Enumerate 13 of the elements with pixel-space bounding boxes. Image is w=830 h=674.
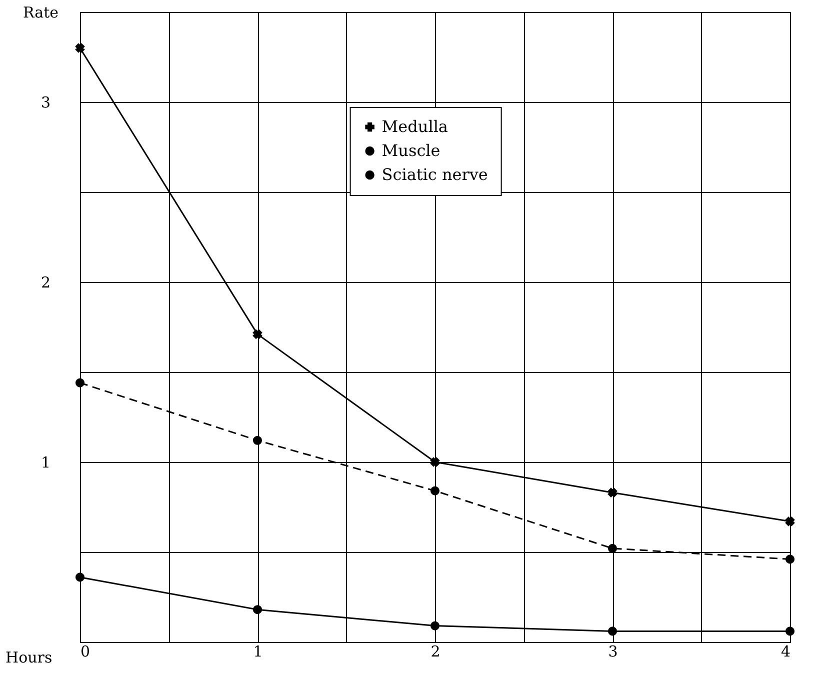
legend-label: Sciatic nerve	[382, 165, 488, 184]
y-axis-title: Rate	[23, 4, 59, 22]
x-axis-title: Hours	[6, 648, 52, 666]
x-tick-label: 2	[430, 642, 440, 660]
x-tick-label: 4	[780, 642, 790, 660]
x-tick-label: 0	[80, 642, 90, 660]
y-tick-label: 3	[40, 94, 50, 112]
y-tick-label: 1	[40, 454, 50, 472]
legend-label: Medulla	[382, 117, 448, 136]
x-tick-label: 1	[253, 642, 263, 660]
y-tick-label: 2	[40, 274, 50, 292]
legend-label: Muscle	[382, 141, 440, 160]
x-tick-label: 3	[608, 642, 618, 660]
